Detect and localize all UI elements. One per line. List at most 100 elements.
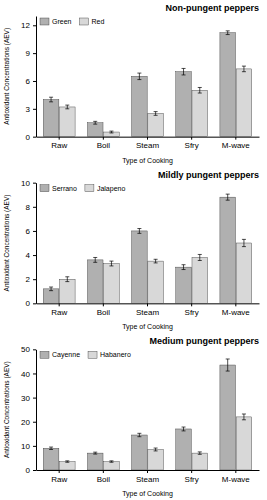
bar bbox=[104, 132, 120, 137]
bar bbox=[87, 260, 103, 303]
bar bbox=[104, 264, 120, 304]
tick-label: 4 bbox=[26, 251, 31, 260]
tick-label: 30 bbox=[21, 394, 30, 403]
tick-mark bbox=[59, 470, 60, 473]
y-axis-title: Antioxidant Concentrations (AEV) bbox=[3, 28, 11, 125]
bar bbox=[43, 448, 59, 470]
tick-label: 20 bbox=[21, 418, 30, 427]
legend-item: Cayenne bbox=[40, 351, 80, 359]
tick: 3 bbox=[26, 105, 36, 114]
error-bar bbox=[226, 31, 230, 35]
tick-mark bbox=[59, 303, 60, 306]
tick: 4 bbox=[26, 251, 36, 260]
bar bbox=[60, 107, 76, 137]
tick: Raw bbox=[51, 470, 67, 484]
tick: Boil bbox=[97, 137, 111, 151]
tick: Sfry bbox=[185, 303, 199, 317]
error-bar bbox=[154, 112, 158, 116]
series bbox=[43, 359, 235, 470]
tick-mark bbox=[235, 137, 236, 140]
error-bar bbox=[242, 414, 246, 420]
bar bbox=[220, 365, 236, 470]
tick: 10 bbox=[21, 442, 36, 451]
legend-swatch bbox=[40, 18, 49, 25]
tick-label: 9 bbox=[26, 49, 31, 58]
error-bar bbox=[93, 452, 97, 454]
tick-label: 0 bbox=[26, 299, 31, 308]
tick-label: 10 bbox=[21, 179, 30, 188]
tick: 50 bbox=[21, 345, 36, 354]
axis-line bbox=[36, 17, 37, 138]
x-axis-title: Type of Cooking bbox=[122, 157, 173, 165]
legend-item: Serrano bbox=[40, 185, 77, 192]
tick-label: 8 bbox=[26, 203, 31, 212]
tick-mark bbox=[33, 137, 36, 138]
tick: 0 bbox=[26, 466, 36, 475]
bar bbox=[236, 69, 252, 137]
tick-mark bbox=[191, 303, 192, 306]
error-bar bbox=[49, 447, 53, 449]
bar bbox=[192, 453, 208, 470]
tick: 12 bbox=[21, 21, 36, 30]
series bbox=[60, 239, 252, 303]
tick-mark bbox=[191, 137, 192, 140]
tick: 0 bbox=[26, 133, 36, 142]
bar bbox=[236, 417, 252, 470]
bar bbox=[60, 462, 76, 470]
x-axis: Raw Boil Steam Sfry M-wave bbox=[37, 137, 260, 151]
error-bar bbox=[154, 448, 158, 451]
tick: 6 bbox=[26, 227, 36, 236]
tick-label: 2 bbox=[26, 275, 31, 284]
error-bar bbox=[137, 73, 141, 79]
tick: M-wave bbox=[222, 137, 251, 151]
legend-label: Red bbox=[91, 18, 104, 25]
series bbox=[43, 31, 235, 137]
legend-label: Habanero bbox=[100, 351, 131, 358]
bar bbox=[132, 76, 148, 136]
tick-label: Steam bbox=[136, 141, 159, 150]
tick: Steam bbox=[136, 137, 159, 151]
panel: 0246810RawBoilSteamSfryM-waveType of Coo… bbox=[3, 170, 260, 332]
tick: 10 bbox=[21, 179, 36, 188]
tick: Steam bbox=[136, 470, 159, 484]
error-bar bbox=[109, 261, 113, 266]
axis-line bbox=[36, 183, 37, 304]
x-axis-title: Type of Cooking bbox=[122, 323, 173, 331]
tick-mark bbox=[33, 422, 36, 423]
chart-svg: 0 3 6 9 12 Raw Boil Steam Sfry M-wave Type of Cook… bbox=[0, 0, 267, 500]
axis-line bbox=[36, 350, 37, 471]
tick: 6 bbox=[26, 77, 36, 86]
tick-label: Raw bbox=[51, 141, 67, 150]
error-bar bbox=[49, 97, 53, 102]
error-bar bbox=[198, 254, 202, 260]
bar bbox=[192, 257, 208, 303]
bar bbox=[43, 289, 59, 303]
tick-mark bbox=[147, 303, 148, 306]
y-axis-title: Antioxidant Concentrations (AEV) bbox=[3, 195, 11, 292]
panel: 01020304050RawBoilSteamSfryM-waveType of… bbox=[3, 336, 260, 498]
tick-label: Raw bbox=[51, 475, 67, 484]
error-bar bbox=[242, 239, 246, 246]
legend-swatch bbox=[40, 185, 49, 192]
tick-label: Sfry bbox=[185, 141, 199, 150]
tick: 0 bbox=[26, 299, 36, 308]
legend-label: Jalapeno bbox=[97, 185, 126, 193]
bar bbox=[236, 243, 252, 303]
tick-label: 50 bbox=[21, 345, 30, 354]
bar bbox=[220, 197, 236, 303]
bar bbox=[87, 453, 103, 470]
bar bbox=[176, 267, 192, 303]
bar bbox=[43, 100, 59, 137]
series bbox=[43, 194, 235, 303]
y-axis-title: Antioxidant Concentrations (AEV) bbox=[3, 361, 11, 458]
legend-item: Habanero bbox=[88, 351, 131, 358]
plot-area bbox=[43, 194, 251, 303]
tick-mark bbox=[33, 279, 36, 280]
title: Mildly pungent peppers bbox=[158, 170, 259, 180]
bar bbox=[132, 231, 148, 303]
y-axis: 0 2 4 6 8 10 bbox=[21, 179, 36, 309]
tick-mark bbox=[235, 470, 236, 473]
tick-mark bbox=[147, 137, 148, 140]
bar bbox=[148, 113, 164, 136]
tick-mark bbox=[191, 470, 192, 473]
